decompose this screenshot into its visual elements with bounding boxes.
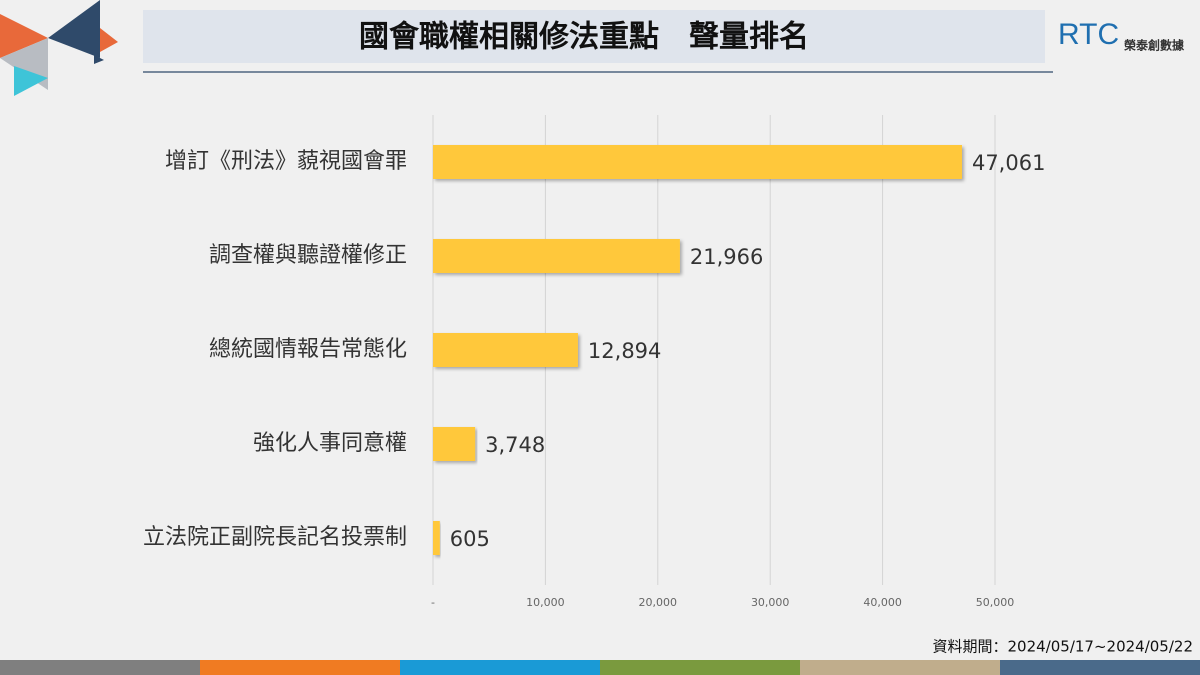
y-tick-label: 立法院正副院長記名投票制 <box>143 525 407 550</box>
y-tick-label: 調查權與聽證權修正 <box>209 243 407 268</box>
title-box <box>143 10 1045 63</box>
logo: RTC <box>1058 18 1119 51</box>
decoration <box>0 0 118 96</box>
x-tick-label: 30,000 <box>751 596 790 609</box>
y-tick-label: 強化人事同意權 <box>253 431 407 456</box>
x-tick-label: - <box>431 596 435 609</box>
footer-stripes <box>0 660 1200 675</box>
bar <box>433 239 680 273</box>
data-label: 47,061 <box>972 151 1045 175</box>
data-label: 3,748 <box>485 433 545 457</box>
bar <box>433 521 440 555</box>
logo-subtitle: 榮泰創數據 <box>1124 38 1185 53</box>
chart-title: 國會職權相關修法重點 聲量排名 <box>359 20 809 55</box>
y-tick-label: 增訂《刑法》藐視國會罪 <box>165 149 407 174</box>
source-note: 資料期間：2024/05/17~2024/05/22 <box>933 638 1193 656</box>
x-tick-label: 20,000 <box>639 596 678 609</box>
bar <box>433 333 578 367</box>
bar <box>433 145 962 179</box>
bar <box>433 427 476 461</box>
x-tick-label: 50,000 <box>976 596 1015 609</box>
x-tick-label: 40,000 <box>863 596 902 609</box>
data-label: 605 <box>450 527 490 551</box>
y-tick-label: 總統國情報告常態化 <box>209 337 407 362</box>
data-label: 21,966 <box>690 245 763 269</box>
data-label: 12,894 <box>588 339 661 363</box>
x-tick-label: 10,000 <box>526 596 565 609</box>
